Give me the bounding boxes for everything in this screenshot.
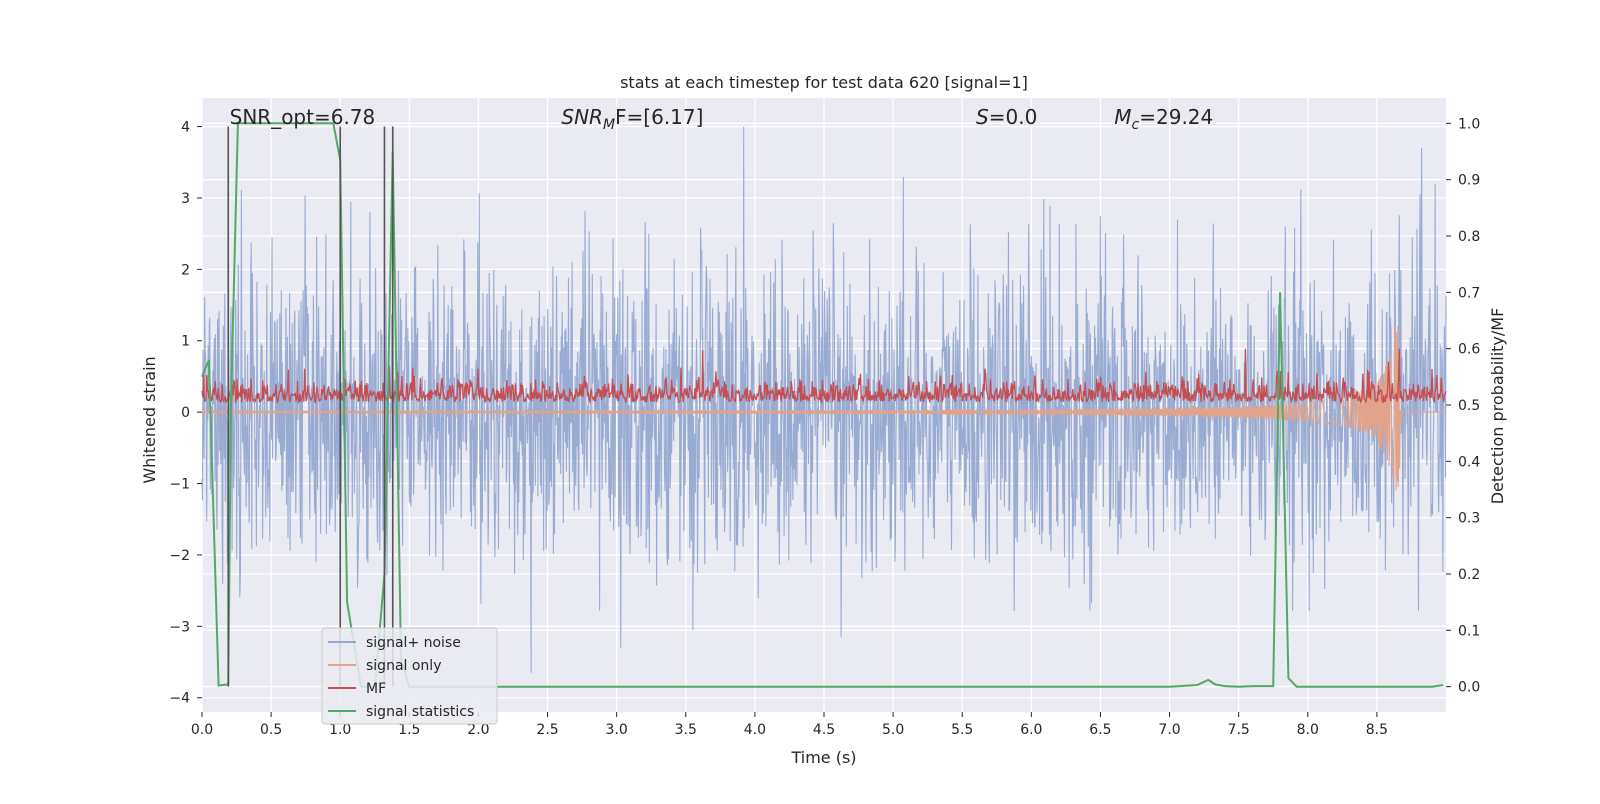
y-left-tick-label: −1 — [169, 477, 190, 493]
y-left-tick-label: −4 — [169, 691, 190, 707]
legend-label: signal statistics — [366, 704, 474, 720]
legend-box — [321, 627, 498, 725]
data-layer — [201, 122, 1447, 688]
y-left-tick-label: −3 — [169, 619, 190, 635]
y-right-tick-label: 0.3 — [1458, 511, 1480, 527]
x-tick-label: 0.5 — [260, 722, 282, 738]
y-right-tick-label: 0.4 — [1458, 454, 1480, 470]
x-tick-label: 8.5 — [1366, 722, 1388, 738]
x-tick-label: 2.0 — [467, 722, 489, 738]
y-left-tick-label: 4 — [181, 120, 190, 136]
legend-label: signal only — [366, 658, 441, 674]
y-right-tick-label: 0.5 — [1458, 398, 1480, 414]
y-axis-label-right: Detection probability/MF — [1488, 308, 1507, 505]
annotation-1: SNRMF=[6.17] — [561, 105, 703, 133]
x-tick-label: 6.0 — [1020, 722, 1042, 738]
x-tick-label: 6.5 — [1089, 722, 1111, 738]
y-right-tick-label: 0.6 — [1458, 342, 1480, 358]
y-axis-label-left: Whitened strain — [140, 356, 159, 483]
series-signal-only — [201, 325, 1446, 491]
y-left-tick-label: 1 — [181, 334, 190, 350]
x-tick-label: 5.0 — [882, 722, 904, 738]
annotation-3: Mc=29.24 — [1114, 105, 1213, 133]
legend-label: MF — [366, 681, 386, 697]
legend-label: signal+ noise — [366, 635, 461, 651]
series-mf — [201, 348, 1447, 405]
y-left-tick-label: 2 — [181, 262, 190, 278]
x-tick-label: 1.5 — [398, 722, 420, 738]
y-left-tick-label: 3 — [181, 191, 190, 207]
y-right-tick-label: 0.9 — [1458, 173, 1480, 189]
annotations: SNR_opt=6.78 SNRMF=[6.17] S=0.0 Mc=29.24 — [230, 105, 1214, 133]
series-signal-noise — [201, 126, 1447, 673]
y-right-tick-label: 1.0 — [1458, 116, 1480, 132]
x-tick-label: 4.0 — [744, 722, 766, 738]
x-tick-label: 3.5 — [675, 722, 697, 738]
x-tick-label: 7.5 — [1228, 722, 1250, 738]
x-tick-label: 0.0 — [191, 722, 213, 738]
x-tick-label: 4.5 — [813, 722, 835, 738]
annotation-0: SNR_opt=6.78 — [230, 105, 376, 129]
y-right-tick-label: 0.2 — [1458, 567, 1480, 583]
y-left-tick-label: −2 — [169, 548, 190, 564]
x-tick-label: 7.0 — [1158, 722, 1180, 738]
y-right-tick-label: 0.7 — [1458, 285, 1480, 301]
x-tick-label: 1.0 — [329, 722, 351, 738]
x-tick-label: 5.5 — [951, 722, 973, 738]
y-right-tick-label: 0.8 — [1458, 229, 1480, 245]
legend: signal+ noise signal only MF signal statist… — [321, 627, 498, 725]
x-tick-label: 2.5 — [536, 722, 558, 738]
axes: 0.0 0.5 1.0 1.5 2.0 2.5 3.0 3.5 4.0 4.5 5.0 5.5 6.0 6… — [169, 116, 1480, 738]
y-right-tick-label: 0.0 — [1458, 680, 1480, 696]
y-left-tick-label: 0 — [181, 405, 190, 421]
x-tick-label: 8.0 — [1297, 722, 1319, 738]
y-right-tick-label: 0.1 — [1458, 623, 1480, 639]
x-tick-label: 3.0 — [606, 722, 628, 738]
x-axis-label: Time (s) — [790, 748, 856, 767]
chart-title: stats at each timestep for test data 620… — [620, 73, 1028, 92]
series-signal-statistics — [201, 122, 1444, 688]
annotation-2: S=0.0 — [976, 105, 1037, 129]
